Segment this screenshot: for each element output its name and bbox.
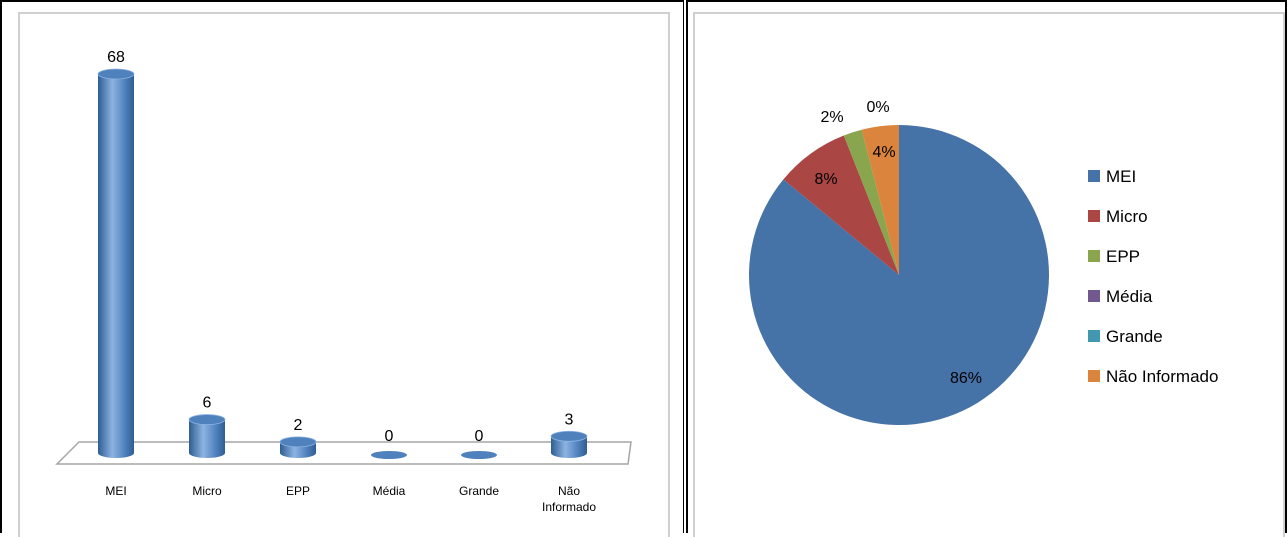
pie-data-label-nao-informado: 4%	[872, 144, 895, 161]
bar-media	[371, 451, 407, 459]
category-label-nao-informado-line-1: Não	[558, 484, 580, 498]
category-label-nao-informado-line-2: Informado	[542, 500, 596, 514]
right-table-cell	[686, 0, 1287, 537]
category-label-media: Média	[373, 484, 406, 498]
category-label-micro: Micro	[192, 484, 222, 498]
pie-chart-frame	[693, 12, 1285, 537]
pie-slice-nao-informado	[861, 125, 899, 275]
data-label-epp: 2	[294, 417, 303, 434]
data-label-nao-informado: 3	[565, 411, 574, 428]
category-label-mei: MEI	[105, 484, 126, 498]
bar-chart-frame	[18, 12, 670, 537]
pie-data-label-mei: 86%	[950, 370, 982, 387]
legend-label-media: Média	[1106, 287, 1153, 306]
legend-label-nao-informado: Não Informado	[1106, 367, 1218, 386]
legend-swatch-nao-informado	[1088, 370, 1100, 382]
bar-epp	[279, 436, 317, 458]
bar-top	[550, 430, 588, 442]
bar-micro	[188, 414, 226, 458]
legend-label-micro: Micro	[1106, 207, 1148, 226]
bar-body	[98, 74, 134, 458]
bar-top	[279, 436, 317, 448]
data-label-micro: 6	[203, 395, 212, 412]
legend-swatch-mei	[1088, 170, 1100, 182]
bar-mei	[97, 68, 135, 458]
bar-body	[551, 436, 587, 458]
bar-top	[97, 68, 135, 80]
legend-label-grande: Grande	[1106, 327, 1163, 346]
data-label-grande: 0	[475, 428, 484, 445]
bar-nao-informado	[550, 430, 588, 458]
bar-disc	[461, 451, 497, 459]
bar-chart: 68 MEI 6 Micro 2 EPP 0 Média 0 Grande 3 Não Informad…	[55, 49, 632, 514]
legend-swatch-grande	[1088, 330, 1100, 342]
category-label-epp: EPP	[286, 484, 310, 498]
legend-swatch-media	[1088, 290, 1100, 302]
legend-label-epp: EPP	[1106, 247, 1140, 266]
chart-floor	[55, 441, 632, 465]
bar-disc	[371, 451, 407, 459]
data-label-mei: 68	[107, 49, 125, 66]
bar-grande	[461, 451, 497, 459]
data-label-media: 0	[385, 428, 394, 445]
bar-top	[188, 414, 226, 425]
category-label-grande: Grande	[459, 484, 499, 498]
pie-data-label-micro: 8%	[814, 171, 837, 188]
pie-slice-epp	[843, 129, 899, 275]
legend-label-mei: MEI	[1106, 167, 1136, 186]
bar-body	[189, 419, 225, 458]
pie-legend: MEI Micro EPP Média Grande Não Informado	[1088, 167, 1218, 386]
left-table-cell	[0, 0, 684, 537]
legend-swatch-micro	[1088, 210, 1100, 222]
pie-data-label-media: 0%	[866, 99, 889, 116]
pie-data-label-epp: 2%	[820, 109, 843, 126]
pie-slice-micro	[783, 135, 899, 275]
legend-swatch-epp	[1088, 250, 1100, 262]
